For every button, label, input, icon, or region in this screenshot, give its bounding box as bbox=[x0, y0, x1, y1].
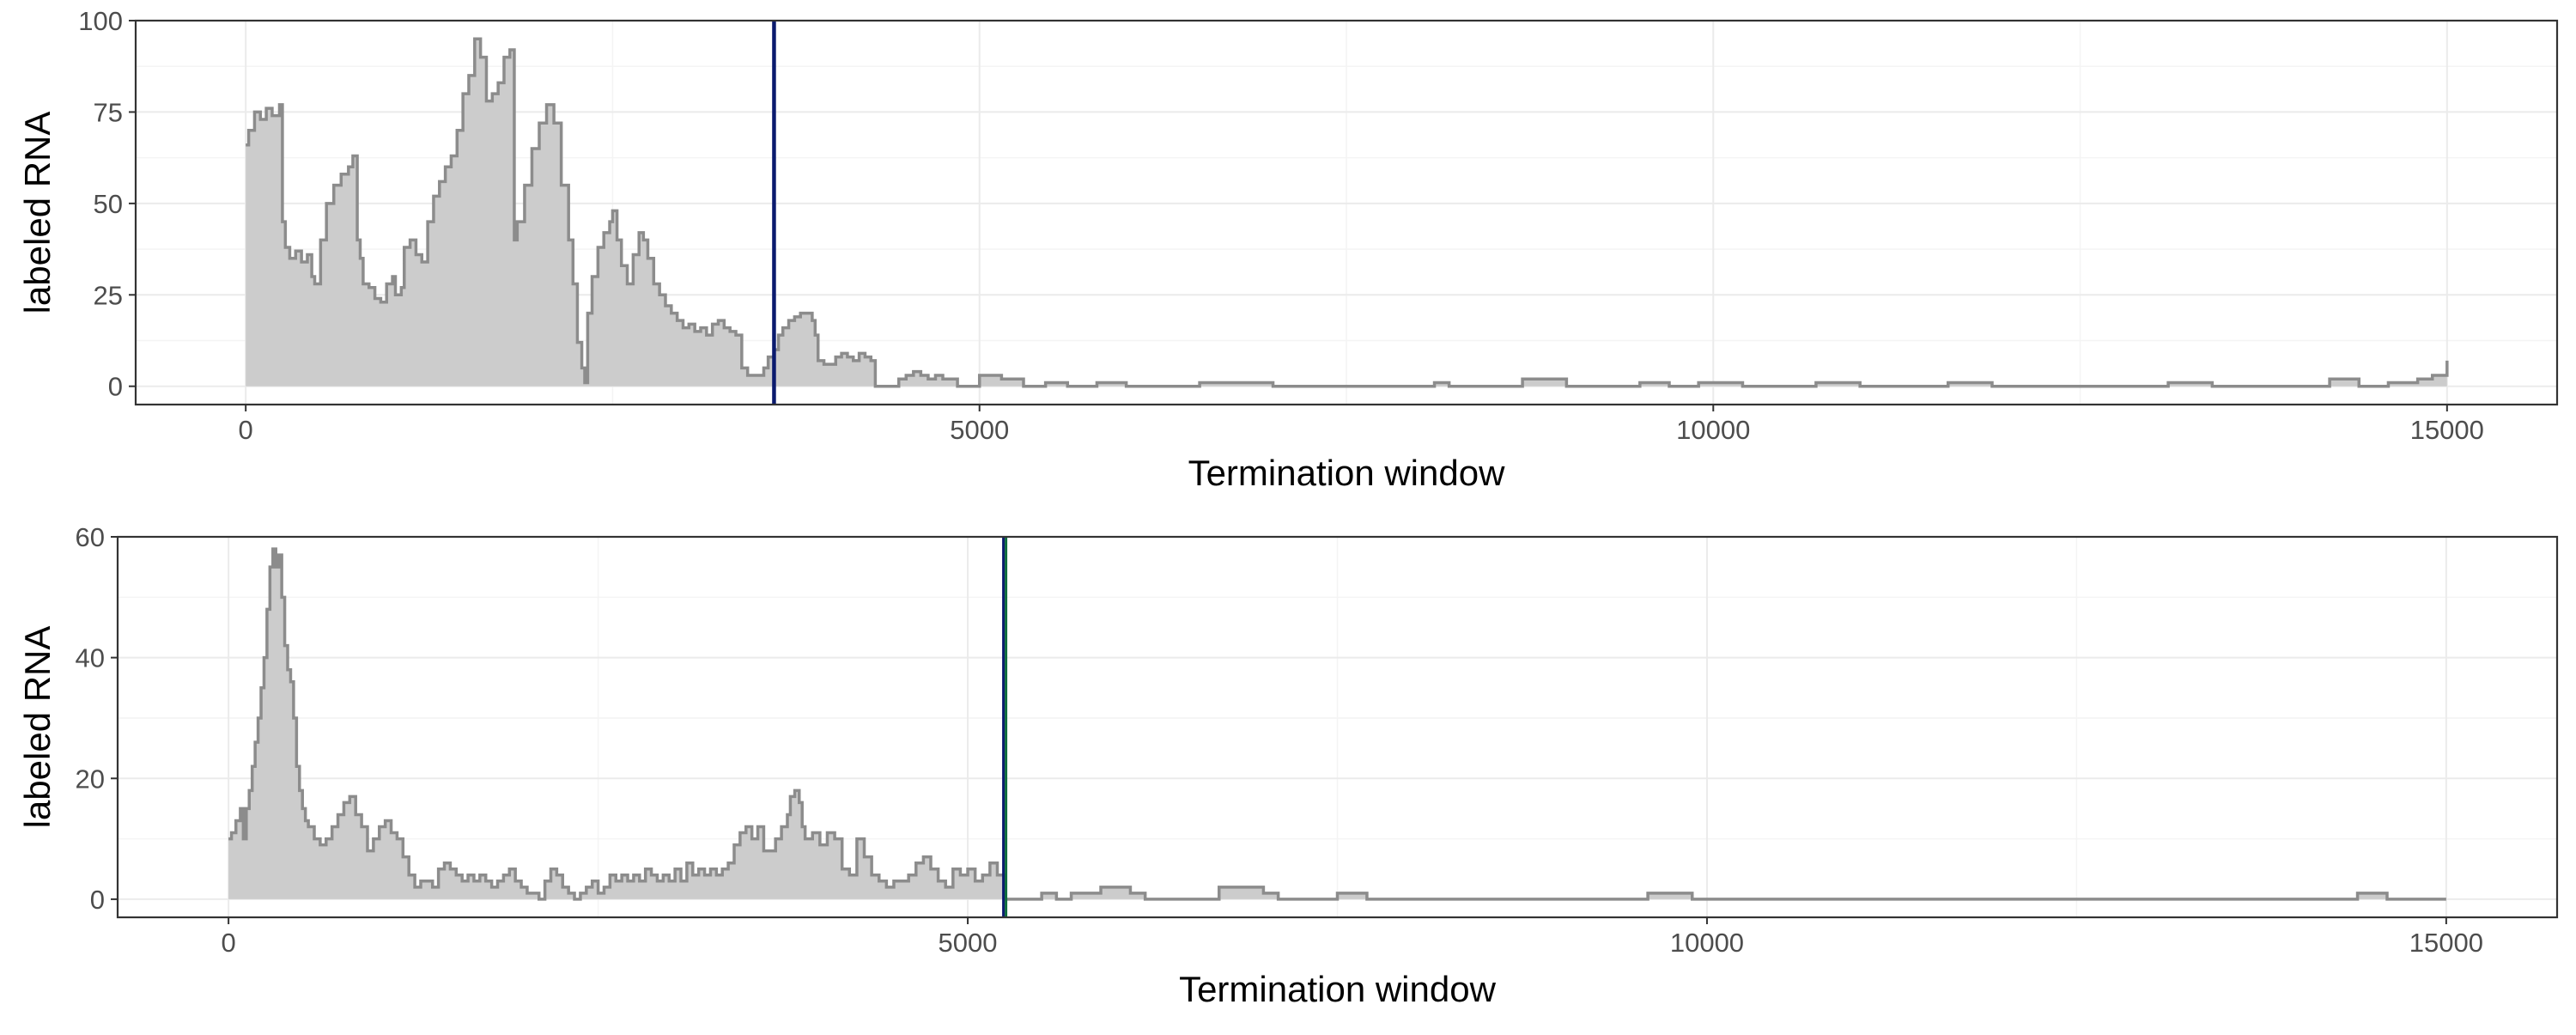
y-tick-label: 50 bbox=[94, 189, 123, 219]
y-axis-title: labeled RNA bbox=[17, 112, 58, 314]
y-tick-label: 0 bbox=[90, 885, 105, 915]
y-tick-label: 25 bbox=[94, 280, 123, 310]
x-tick-label: 10000 bbox=[1670, 928, 1744, 958]
x-tick-label: 15000 bbox=[2409, 928, 2483, 958]
x-tick-label: 15000 bbox=[2410, 415, 2484, 445]
x-axis-title: Termination window bbox=[1179, 969, 1497, 1009]
y-tick-label: 75 bbox=[94, 97, 123, 127]
signal-line bbox=[246, 37, 2449, 388]
y-axis-title: labeled RNA bbox=[17, 626, 58, 829]
panel-border bbox=[134, 19, 2559, 406]
x-axis-title: Termination window bbox=[1188, 453, 1506, 493]
x-tick-label: 10000 bbox=[1676, 415, 1750, 445]
x-tick-label: 0 bbox=[239, 415, 253, 445]
signal-line bbox=[228, 547, 2446, 901]
y-tick-label: 20 bbox=[76, 764, 105, 794]
x-tick-label: 5000 bbox=[939, 928, 998, 958]
y-tick-label: 40 bbox=[76, 643, 105, 673]
chart-panel-2: 0 5000 10000 15000 0 20 40 60 Termination window… bbox=[17, 522, 2559, 1009]
y-tick-label: 60 bbox=[76, 522, 105, 552]
x-tick-label: 5000 bbox=[950, 415, 1009, 445]
y-tick-label: 100 bbox=[78, 6, 123, 36]
y-tick-label: 0 bbox=[108, 372, 123, 402]
signal-area bbox=[246, 39, 2447, 387]
chart-panel-1: 0 5000 10000 15000 0 25 50 75 100 Termination win… bbox=[17, 6, 2559, 493]
x-tick-label: 0 bbox=[222, 928, 236, 958]
panel-border bbox=[116, 535, 2559, 919]
